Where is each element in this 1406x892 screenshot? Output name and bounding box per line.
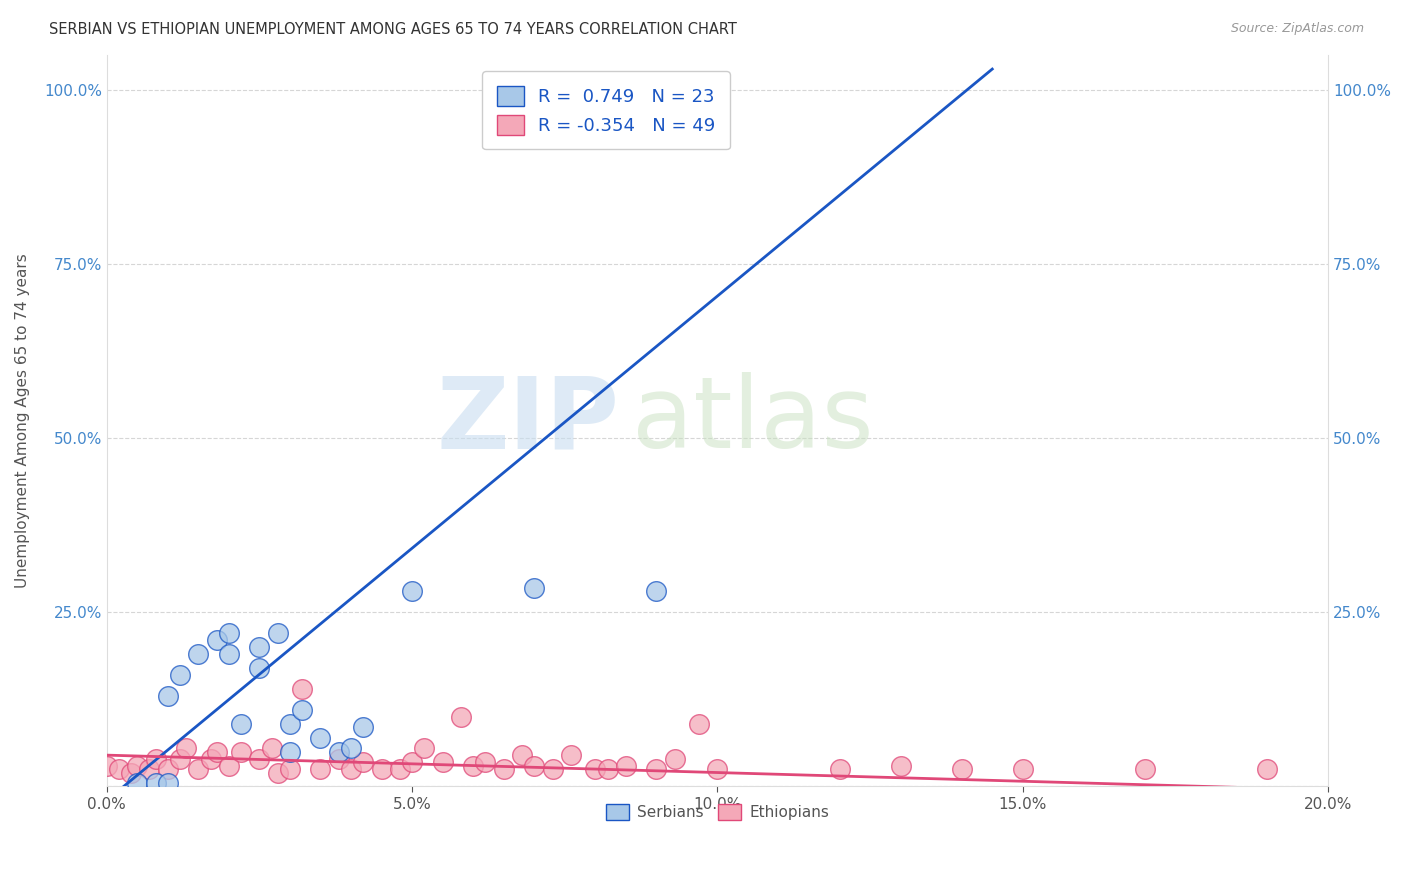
Point: [645, 584, 668, 599]
Point: [510, 748, 533, 763]
Point: [169, 668, 191, 682]
Point: [560, 748, 582, 763]
Point: [96, 758, 118, 772]
Point: [1256, 762, 1278, 776]
Y-axis label: Unemployment Among Ages 65 to 74 years: Unemployment Among Ages 65 to 74 years: [15, 253, 30, 588]
Point: [828, 762, 851, 776]
Point: [596, 762, 619, 776]
Point: [156, 776, 179, 790]
Point: [145, 776, 167, 790]
Point: [309, 762, 332, 776]
Point: [1133, 762, 1156, 776]
Point: [583, 762, 606, 776]
Point: [388, 762, 411, 776]
Point: [169, 751, 191, 765]
Point: [267, 765, 290, 780]
Point: [218, 647, 240, 661]
Point: [432, 755, 454, 769]
Point: [1011, 762, 1033, 776]
Point: [120, 765, 142, 780]
Point: [187, 762, 209, 776]
Point: [450, 710, 472, 724]
Point: [474, 755, 496, 769]
Point: [278, 762, 301, 776]
Point: [145, 751, 167, 765]
Point: [352, 720, 374, 734]
Point: [200, 751, 222, 765]
Point: [541, 762, 564, 776]
Point: [328, 745, 350, 759]
Point: [174, 741, 197, 756]
Point: [205, 633, 228, 648]
Point: [492, 762, 515, 776]
Point: [108, 762, 131, 776]
Text: Source: ZipAtlas.com: Source: ZipAtlas.com: [1230, 22, 1364, 36]
Point: [614, 758, 637, 772]
Point: [127, 758, 149, 772]
Point: [278, 745, 301, 759]
Point: [413, 741, 436, 756]
Point: [260, 741, 283, 756]
Point: [229, 716, 252, 731]
Point: [523, 581, 546, 595]
Point: [340, 762, 363, 776]
Point: [688, 716, 710, 731]
Point: [138, 762, 160, 776]
Point: [218, 626, 240, 640]
Point: [309, 731, 332, 745]
Point: [291, 703, 314, 717]
Point: [156, 762, 179, 776]
Point: [249, 640, 271, 655]
Point: [890, 758, 912, 772]
Point: [278, 716, 301, 731]
Point: [370, 762, 392, 776]
Point: [291, 681, 314, 696]
Point: [664, 751, 686, 765]
Point: [645, 762, 668, 776]
Point: [401, 755, 423, 769]
Point: [523, 758, 546, 772]
Point: [205, 745, 228, 759]
Point: [950, 762, 973, 776]
Point: [267, 626, 290, 640]
Point: [463, 758, 485, 772]
Point: [706, 762, 728, 776]
Point: [249, 751, 271, 765]
Point: [401, 584, 423, 599]
Point: [127, 776, 149, 790]
Point: [328, 751, 350, 765]
Text: ZIP: ZIP: [437, 372, 620, 469]
Point: [340, 741, 363, 756]
Point: [229, 745, 252, 759]
Point: [249, 661, 271, 675]
Legend: Serbians, Ethiopians: Serbians, Ethiopians: [600, 798, 835, 826]
Point: [156, 689, 179, 703]
Point: [352, 755, 374, 769]
Point: [187, 647, 209, 661]
Text: atlas: atlas: [631, 372, 873, 469]
Point: [218, 758, 240, 772]
Text: SERBIAN VS ETHIOPIAN UNEMPLOYMENT AMONG AGES 65 TO 74 YEARS CORRELATION CHART: SERBIAN VS ETHIOPIAN UNEMPLOYMENT AMONG …: [49, 22, 737, 37]
